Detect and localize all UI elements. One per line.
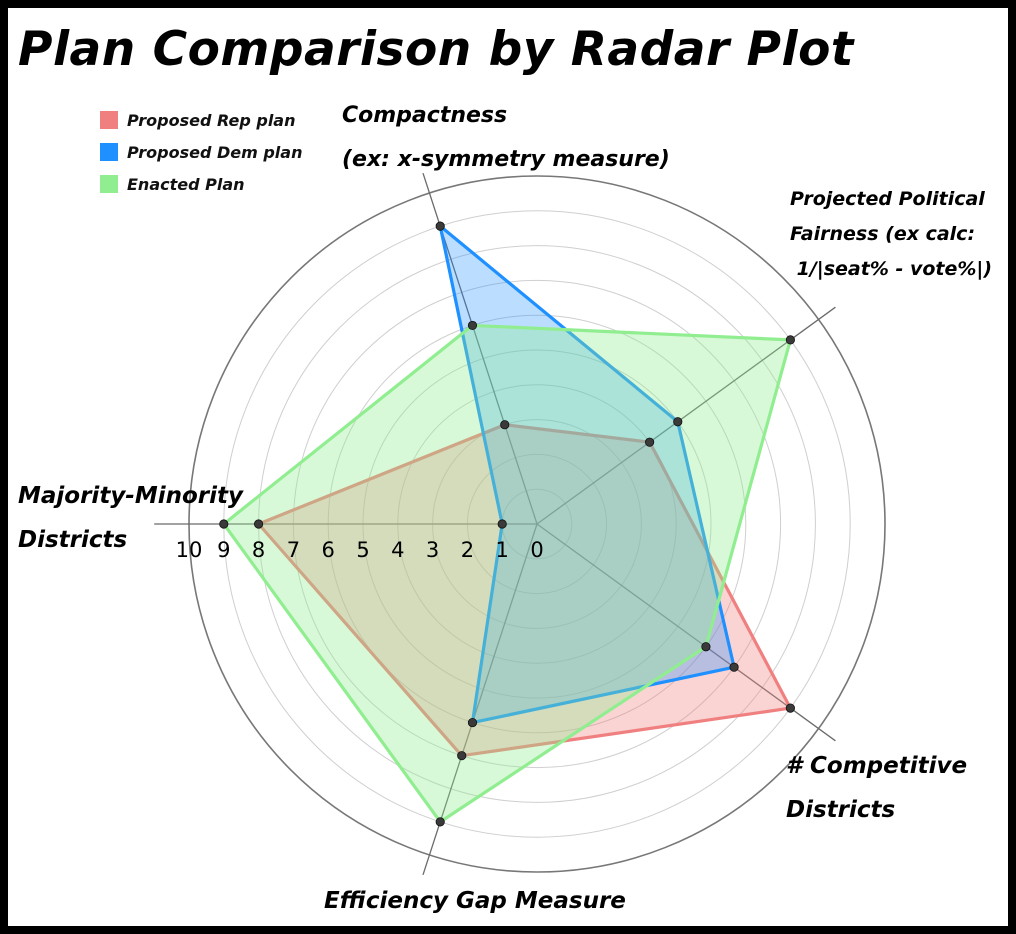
tick-label-1: 1 — [496, 538, 509, 562]
legend-item-enacted: Enacted Plan — [100, 168, 302, 200]
axis-spoke-2 — [536, 306, 836, 525]
data-point-rep-2 — [645, 437, 655, 447]
data-point-dem-4 — [467, 717, 478, 728]
tick-label-6: 6 — [322, 538, 335, 562]
tick-label-5: 5 — [356, 538, 369, 562]
axis-label-competitive-line2: Districts — [786, 797, 896, 823]
axis-spoke-3 — [536, 523, 836, 742]
data-point-enacted-5 — [219, 519, 229, 529]
data-point-dem-2 — [673, 417, 683, 427]
data-point-enacted-4 — [435, 817, 445, 827]
axis-label-competitive-line1: # Competitive — [786, 753, 968, 779]
axis-label-compactness-line2: (ex: x-symmetry measure) — [342, 147, 670, 172]
series-polygon-enacted — [222, 323, 792, 824]
legend-swatch-dem — [100, 143, 118, 161]
data-point-dem-1 — [435, 221, 445, 231]
tick-label-7: 7 — [287, 538, 300, 562]
axis-label-majority: Majority-Minority Districts — [18, 474, 243, 562]
tick-label-2: 2 — [461, 538, 474, 562]
data-point-rep-5 — [254, 519, 264, 529]
axis-label-compactness-line1: Compactness — [342, 103, 508, 128]
axis-label-fairness: Projected Political Fairness (ex calc: 1… — [790, 182, 992, 287]
legend-label-enacted: Enacted Plan — [127, 174, 245, 194]
legend-label-dem: Proposed Dem plan — [127, 142, 303, 162]
data-point-rep-4 — [457, 751, 467, 761]
legend-swatch-rep — [100, 111, 118, 129]
tick-label-10: 10 — [176, 538, 203, 562]
axis-label-fairness-line1: Projected Political — [790, 188, 985, 210]
tick-label-8: 8 — [252, 538, 265, 562]
series-polygon-dem — [438, 224, 736, 725]
axis-label-efficiency-line1: Efficiency Gap Measure — [324, 888, 626, 914]
legend-item-rep: Proposed Rep plan — [100, 104, 302, 136]
legend-item-dem: Proposed Dem plan — [100, 136, 302, 168]
tick-label-9: 9 — [217, 538, 230, 562]
tick-label-4: 4 — [391, 538, 404, 562]
axis-label-efficiency: Efficiency Gap Measure — [324, 879, 626, 923]
data-point-dem-5 — [497, 519, 507, 529]
data-point-dem-3 — [729, 662, 739, 672]
tick-label-3: 3 — [426, 538, 439, 562]
axis-label-compactness: Compactness (ex: x-symmetry measure) — [342, 94, 670, 182]
chart-title: Plan Comparison by Radar Plot — [18, 22, 854, 77]
chart-frame — [8, 8, 1008, 926]
legend-label-rep: Proposed Rep plan — [127, 110, 296, 130]
axis-label-fairness-line3: 1/|seat% - vote%|) — [790, 258, 993, 280]
data-point-enacted-2 — [785, 335, 795, 345]
legend-swatch-enacted — [100, 175, 118, 193]
data-point-enacted-3 — [701, 642, 711, 652]
axis-label-competitive: # Competitive Districts — [786, 744, 967, 832]
tick-label-0: 0 — [530, 538, 543, 562]
axis-label-majority-line1: Majority-Minority — [18, 483, 244, 509]
data-point-enacted-1 — [467, 320, 478, 331]
axis-label-majority-line2: Districts — [18, 527, 128, 553]
series-polygon-rep — [257, 423, 792, 758]
data-point-rep-3 — [785, 703, 795, 713]
axis-label-fairness-line2: Fairness (ex calc: — [790, 223, 976, 245]
legend: Proposed Rep plan Proposed Dem plan Enac… — [100, 104, 302, 200]
data-point-rep-1 — [500, 420, 510, 430]
axis-spoke-4 — [422, 523, 538, 876]
